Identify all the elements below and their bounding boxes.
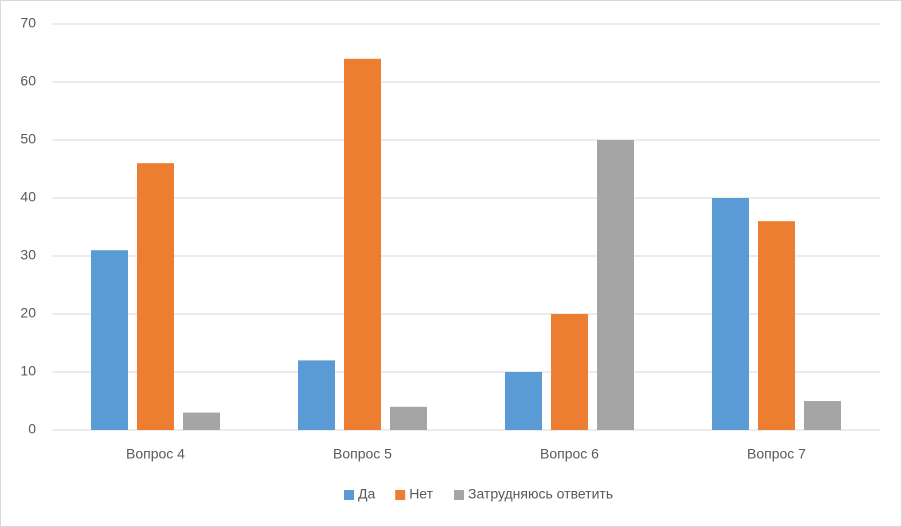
bar (298, 360, 335, 430)
bar (344, 58, 381, 431)
x-tick-label: Вопрос 6 (540, 446, 599, 462)
legend-label: Нет (409, 486, 433, 502)
y-tick-label: 60 (20, 73, 36, 89)
bar (712, 198, 749, 430)
legend-label: Да (358, 486, 375, 502)
y-tick-label: 0 (28, 421, 36, 437)
bar (183, 412, 220, 430)
legend-marker (454, 490, 464, 500)
y-tick-label: 30 (20, 247, 36, 263)
legend-label: Затрудняюсь ответить (468, 486, 613, 502)
y-tick-label: 10 (20, 363, 36, 379)
bar (597, 140, 634, 430)
y-tick-label: 20 (20, 305, 36, 321)
legend-marker (395, 490, 406, 500)
x-tick-label: Вопрос 5 (333, 446, 392, 462)
bar (390, 406, 427, 430)
x-tick-label: Вопрос 7 (747, 446, 806, 462)
y-tick-label: 50 (20, 131, 36, 147)
legend-marker (344, 490, 354, 500)
y-tick-label: 40 (20, 189, 36, 205)
bar (137, 163, 174, 430)
bar (758, 221, 795, 430)
bar (804, 401, 841, 430)
y-tick-label: 70 (20, 15, 36, 31)
bar (551, 314, 588, 430)
bar (91, 250, 128, 430)
x-tick-label: Вопрос 4 (126, 446, 185, 462)
bar (505, 372, 542, 430)
